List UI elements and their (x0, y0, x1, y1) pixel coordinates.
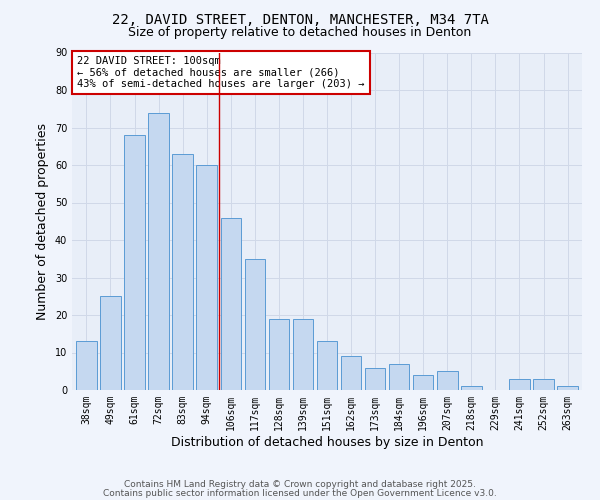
Bar (389, 364, 409, 390)
Bar (221, 218, 241, 390)
Bar (148, 112, 169, 390)
Bar (341, 356, 361, 390)
Bar (124, 135, 145, 390)
Bar (76, 341, 97, 390)
Bar (293, 319, 313, 390)
Text: 22 DAVID STREET: 100sqm
← 56% of detached houses are smaller (266)
43% of semi-d: 22 DAVID STREET: 100sqm ← 56% of detache… (77, 56, 365, 89)
Bar (317, 341, 337, 390)
Bar (365, 368, 385, 390)
Bar (196, 165, 217, 390)
Bar (509, 379, 530, 390)
Bar (413, 375, 433, 390)
Bar (461, 386, 482, 390)
Text: Contains public sector information licensed under the Open Government Licence v3: Contains public sector information licen… (103, 488, 497, 498)
Bar (245, 259, 265, 390)
Y-axis label: Number of detached properties: Number of detached properties (36, 122, 49, 320)
X-axis label: Distribution of detached houses by size in Denton: Distribution of detached houses by size … (171, 436, 483, 448)
Bar (100, 296, 121, 390)
Bar (557, 386, 578, 390)
Text: 22, DAVID STREET, DENTON, MANCHESTER, M34 7TA: 22, DAVID STREET, DENTON, MANCHESTER, M3… (112, 12, 488, 26)
Bar (269, 319, 289, 390)
Text: Size of property relative to detached houses in Denton: Size of property relative to detached ho… (128, 26, 472, 39)
Bar (437, 371, 458, 390)
Bar (172, 154, 193, 390)
Bar (533, 379, 554, 390)
Text: Contains HM Land Registry data © Crown copyright and database right 2025.: Contains HM Land Registry data © Crown c… (124, 480, 476, 489)
